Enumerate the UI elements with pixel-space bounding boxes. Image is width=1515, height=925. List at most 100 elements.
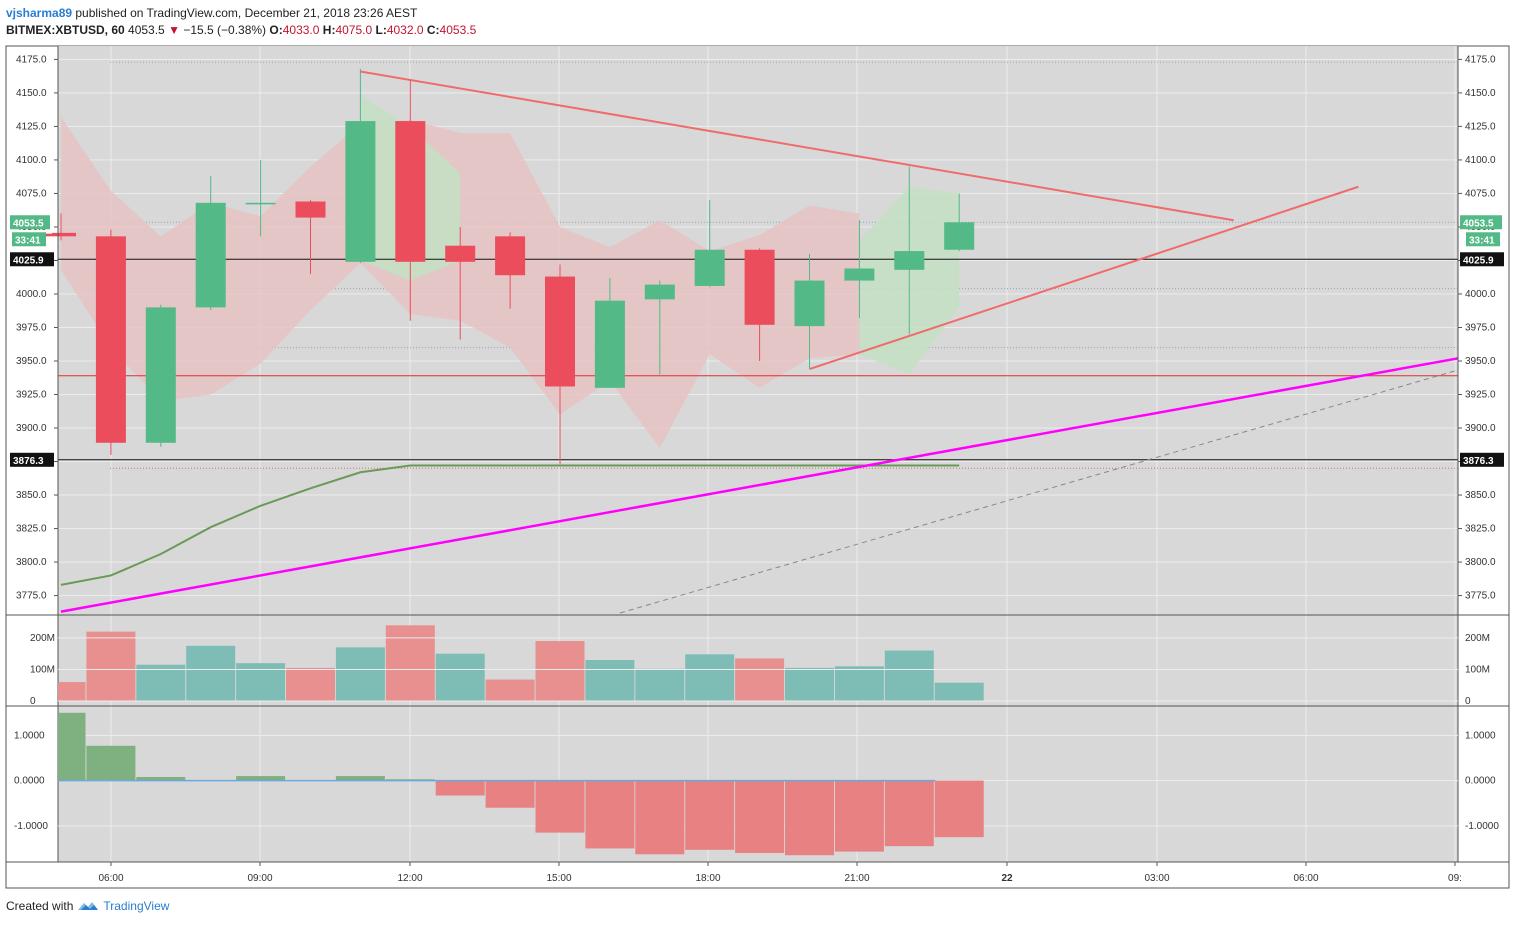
volume-bar[interactable] — [635, 668, 685, 701]
price-axis-tick-left: 4125.0 — [16, 121, 47, 132]
oscillator-bar[interactable] — [535, 780, 585, 833]
candle-body — [844, 268, 875, 281]
candle[interactable] — [694, 200, 725, 288]
trendline-resistance[interactable] — [360, 70, 1234, 222]
volume-bar[interactable] — [884, 650, 934, 701]
level-tag-low-left: 3876.3 — [10, 452, 54, 467]
oscillator-bar[interactable] — [86, 745, 136, 781]
channel-dashed-line — [619, 369, 1459, 614]
time-axis-tick: 09:00 — [247, 873, 272, 884]
candle[interactable] — [744, 248, 775, 361]
price-tag-right-text: 4053.5 — [1463, 218, 1494, 229]
countdown-tag-right-text: 33:41 — [1469, 235, 1495, 246]
price-axis-tick-left: 4175.0 — [16, 54, 47, 65]
candle-body — [944, 222, 975, 250]
oscillator-bar[interactable] — [485, 780, 535, 808]
trendline-support[interactable] — [809, 185, 1359, 370]
price-axis-tick-right: 3825.0 — [1465, 524, 1496, 535]
tradingview-brand[interactable]: TradingView — [103, 899, 170, 913]
symbol-name[interactable]: BITMEX:XBTUSD, 60 — [6, 23, 125, 37]
volume-bar[interactable] — [934, 682, 984, 701]
volume-bar[interactable] — [735, 658, 785, 701]
candle-body — [395, 121, 426, 262]
candle[interactable] — [844, 220, 875, 319]
time-axis-tick: 12:00 — [397, 873, 422, 884]
volume-bar[interactable] — [435, 653, 485, 701]
oscillator-bar[interactable] — [585, 780, 635, 849]
candle[interactable] — [145, 304, 176, 447]
oscillator-bar[interactable] — [236, 776, 286, 781]
candle[interactable] — [594, 277, 625, 388]
oscillator-bar[interactable] — [884, 780, 934, 847]
candle[interactable] — [95, 229, 126, 455]
oscillator-bar[interactable] — [785, 780, 834, 856]
candle[interactable] — [395, 79, 426, 321]
price-axis-tick-left: 4100.0 — [16, 155, 47, 166]
oscillator-bar[interactable] — [735, 780, 785, 853]
price-axis-tick-right: 3775.0 — [1465, 591, 1496, 602]
level-tag-high-left-bg — [10, 252, 54, 267]
last-price: 4053.5 — [128, 23, 165, 37]
oscillator-bar[interactable] — [335, 776, 385, 781]
candle[interactable] — [644, 280, 675, 375]
volume-bar[interactable] — [535, 641, 585, 701]
candle-body — [744, 249, 775, 325]
oscillator-bar[interactable] — [635, 780, 685, 855]
volume-bar[interactable] — [335, 647, 385, 701]
price-axis-tick-right: 4075.0 — [1465, 188, 1496, 199]
price-axis-tick-right: 3975.0 — [1465, 322, 1496, 333]
oscillator-bar[interactable] — [834, 780, 884, 852]
candle-body — [894, 251, 925, 270]
author-link[interactable]: vjsharma89 — [6, 6, 73, 20]
volume-bar[interactable] — [136, 664, 186, 701]
low-label: L: — [375, 23, 387, 37]
close-value: 4053.5 — [439, 23, 477, 37]
countdown-tag-left-text: 33:41 — [15, 235, 41, 246]
volume-axis-tick-left: 200M — [30, 633, 55, 644]
volume-axis-tick-left: 100M — [30, 664, 55, 675]
high-label: H: — [322, 23, 336, 37]
osc-axis-tick-left: 1.0000 — [14, 730, 45, 741]
candle[interactable] — [794, 253, 825, 370]
price-tag-left: 4053.5 — [10, 215, 50, 230]
countdown-tag-right: 33:41 — [1466, 232, 1500, 247]
oscillator-bar[interactable] — [435, 780, 485, 796]
trendline-magenta[interactable] — [60, 357, 1459, 613]
plot-background — [58, 46, 1458, 862]
candle[interactable] — [495, 232, 526, 309]
price-tag-left-bg — [10, 215, 50, 230]
price-axis-tick-left: 3775.0 — [16, 591, 47, 602]
volume-bar[interactable] — [186, 645, 236, 701]
price-axis-tick-left: 3900.0 — [16, 423, 47, 434]
volume-bar[interactable] — [485, 679, 535, 701]
oscillator-bar[interactable] — [136, 776, 186, 781]
price-axis-tick-left: 3950.0 — [16, 356, 47, 367]
volume-bar[interactable] — [585, 660, 635, 701]
candle[interactable] — [46, 213, 76, 241]
volume-bar[interactable] — [385, 625, 435, 701]
volume-bar[interactable] — [834, 666, 884, 701]
candle[interactable] — [195, 176, 226, 311]
candle[interactable] — [345, 68, 376, 264]
volume-bar[interactable] — [685, 654, 735, 701]
candle[interactable] — [245, 159, 276, 237]
oscillator-bar[interactable] — [58, 712, 86, 781]
oscillator-bar[interactable] — [685, 780, 735, 850]
oscillator-bar[interactable] — [934, 780, 984, 838]
volume-bar[interactable] — [86, 631, 136, 701]
volume-bar[interactable] — [58, 682, 86, 701]
level-tag-low-right-bg — [1460, 452, 1504, 467]
candle[interactable] — [944, 193, 975, 252]
candle[interactable] — [894, 166, 925, 335]
volume-axis-tick-right: 0 — [1465, 696, 1471, 707]
price-axis-tick-right: 3925.0 — [1465, 390, 1496, 401]
candle[interactable] — [445, 226, 476, 340]
price-axis-tick-right: 4150.0 — [1465, 88, 1496, 99]
volume-bar[interactable] — [236, 663, 286, 701]
volume-bar[interactable] — [785, 667, 834, 701]
volume-bar[interactable] — [286, 667, 335, 701]
candle[interactable] — [545, 264, 575, 465]
time-axis-tick: 22 — [1001, 873, 1013, 884]
candle[interactable] — [295, 200, 326, 274]
